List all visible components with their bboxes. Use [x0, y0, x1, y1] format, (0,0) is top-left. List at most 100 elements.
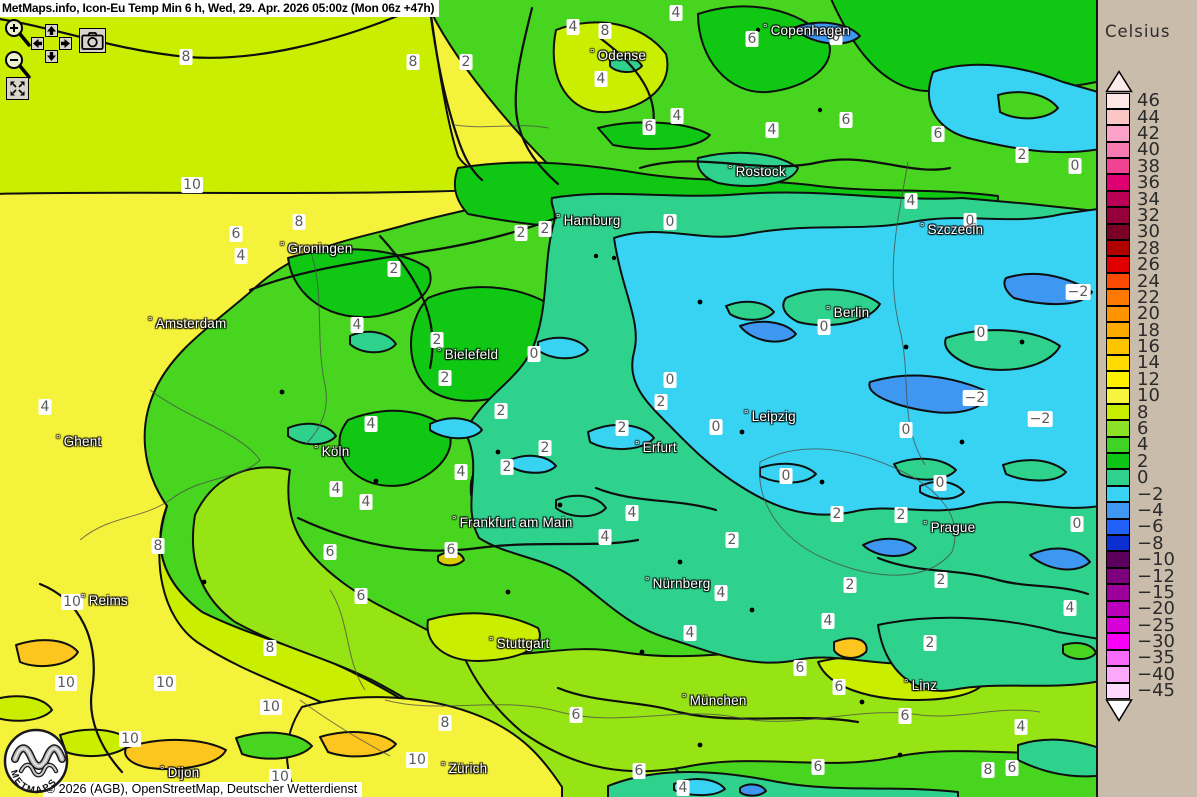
city-name: Reims	[88, 592, 128, 608]
contour-label: 2	[459, 54, 473, 70]
legend-entry: −30	[1106, 631, 1175, 653]
contour-label: 10	[55, 675, 77, 691]
city-name: Groningen	[287, 240, 353, 256]
contour-label: 8	[292, 214, 306, 230]
zoom-in-icon[interactable]	[4, 18, 31, 48]
contour-label: 10	[119, 731, 141, 747]
contour-label: 2	[1015, 147, 1029, 163]
contour-label: 10	[406, 752, 428, 768]
legend-value: −45	[1137, 680, 1175, 702]
legend-entry: 16	[1106, 338, 1175, 356]
contour-label: 4	[904, 193, 918, 209]
legend-value: 42	[1137, 122, 1160, 144]
legend-entry: 36	[1106, 172, 1175, 194]
legend-entry: 28	[1106, 239, 1175, 257]
legend-color-swatch	[1106, 485, 1130, 503]
legend-color-swatch	[1106, 453, 1130, 470]
city-label: ° Leipzig	[744, 409, 796, 424]
contour-label: 2	[387, 261, 401, 277]
legend-entry: −15	[1106, 581, 1175, 603]
contour-label: 8	[406, 54, 420, 70]
contour-label: 4	[765, 122, 779, 138]
legend-entry: 4	[1106, 436, 1175, 454]
city-label: ° Berlin	[826, 305, 869, 320]
fullscreen-button[interactable]	[6, 77, 29, 100]
legend-value: 0	[1137, 467, 1149, 489]
city-label: ° Copenhagen	[763, 23, 850, 38]
contour-label: 2	[538, 440, 552, 456]
legend-entry: −12	[1106, 567, 1175, 585]
legend-color-swatch	[1106, 387, 1130, 404]
contour-label: 2	[654, 394, 668, 410]
city-name: Berlin	[833, 304, 870, 320]
legend-entry: 12	[1106, 370, 1175, 388]
contour-label: 4	[1014, 719, 1028, 735]
weather-map-canvas[interactable]	[0, 0, 1097, 797]
city-name: Rostock	[735, 163, 786, 179]
city-marker-icon: °	[645, 575, 650, 588]
contour-label: 4	[454, 464, 468, 480]
legend-color-swatch	[1106, 518, 1130, 536]
contour-label: 0	[817, 319, 831, 335]
contour-label: 6	[839, 112, 853, 128]
city-label: ° München	[682, 693, 747, 708]
legend-value: 36	[1137, 172, 1160, 194]
legend-entry: 38	[1106, 157, 1175, 175]
contour-label: 4	[329, 481, 343, 497]
legend-value: −40	[1137, 663, 1175, 685]
pan-left-button[interactable]	[31, 37, 44, 50]
legend-color-swatch	[1106, 272, 1130, 290]
legend-value: 22	[1137, 286, 1160, 308]
contour-label: 4	[350, 317, 364, 333]
contour-label: 2	[934, 572, 948, 588]
city-name: Odense	[597, 47, 647, 63]
legend-color-swatch	[1106, 141, 1130, 159]
contour-label: −2	[1027, 411, 1053, 427]
legend-value: −30	[1137, 631, 1175, 653]
contour-label: 2	[494, 403, 508, 419]
legend-entry: −20	[1106, 600, 1175, 618]
contour-label: 6	[898, 708, 912, 724]
legend-entry: −25	[1106, 616, 1175, 634]
contour-label: 4	[594, 71, 608, 87]
legend-value: −15	[1137, 581, 1175, 603]
city-marker-icon: °	[590, 47, 595, 60]
city-name: Frankfurt am Main	[459, 514, 573, 530]
contour-label: 6	[229, 226, 243, 242]
contour-label: 2	[843, 577, 857, 593]
contour-label: 4	[714, 585, 728, 601]
city-label: ° Nürnberg	[645, 576, 711, 591]
city-name: Ghent	[63, 433, 102, 449]
contour-label: 4	[566, 19, 580, 35]
legend-color-swatch	[1106, 289, 1130, 306]
snapshot-button[interactable]	[79, 28, 106, 53]
scale-down-arrow	[1105, 699, 1133, 723]
contour-label: 4	[598, 529, 612, 545]
contour-label: 0	[963, 213, 977, 229]
zoom-out-icon[interactable]	[4, 50, 31, 80]
contour-label: 6	[811, 759, 825, 775]
legend-color-swatch	[1106, 108, 1130, 126]
pan-down-button[interactable]	[45, 50, 58, 63]
city-label: ° Köln	[314, 444, 349, 459]
legend-color-swatch	[1106, 223, 1130, 241]
legend-panel: Celsius 46 44 42 40 38 36 34 32 30 28 26 24 22 20 18 16…	[1096, 0, 1197, 797]
city-label: ° Reims	[81, 593, 128, 608]
legend-value: −10	[1137, 549, 1175, 571]
city-marker-icon: °	[556, 212, 561, 225]
legend-color-swatch	[1106, 125, 1130, 142]
legend-color-swatch	[1106, 190, 1130, 208]
legend-entry: 22	[1106, 286, 1175, 308]
pan-up-button[interactable]	[45, 24, 58, 37]
pan-right-button[interactable]	[59, 37, 72, 50]
metmaps-logo[interactable]: METMAPS	[2, 727, 72, 797]
legend-color-swatch	[1106, 92, 1130, 109]
contour-label: 8	[263, 640, 277, 656]
contour-label: 0	[663, 214, 677, 230]
city-name: Nürnberg	[652, 575, 711, 591]
map-controls	[0, 0, 110, 105]
legend-entry: −4	[1106, 501, 1175, 519]
contour-label: 6	[1005, 760, 1019, 776]
contour-label: 10	[181, 177, 203, 193]
city-marker-icon: °	[441, 760, 446, 773]
